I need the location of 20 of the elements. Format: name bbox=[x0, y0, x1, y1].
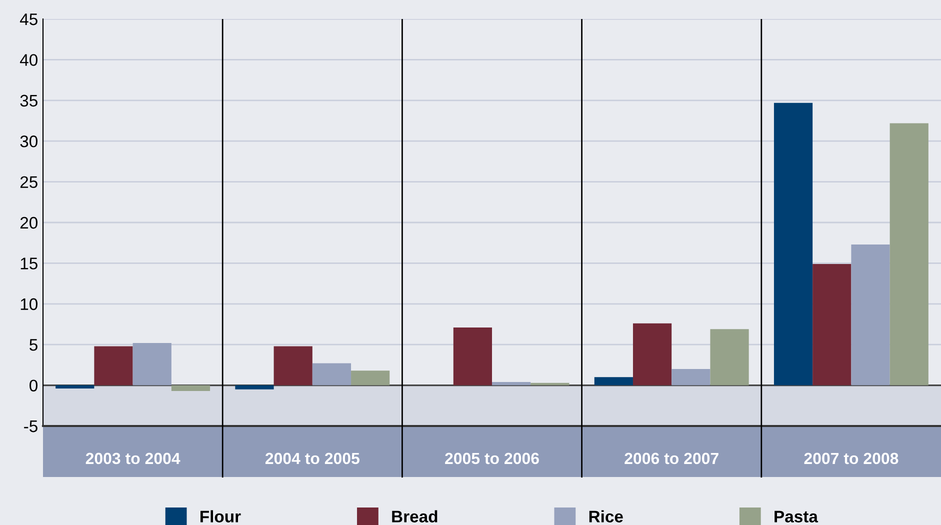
y-tick-label: 0 bbox=[30, 380, 38, 392]
y-tick-label: 20 bbox=[20, 216, 38, 229]
x-tick-label: 2006 to 2007 bbox=[624, 452, 718, 464]
y-tick-label: 25 bbox=[20, 176, 38, 188]
y-tick-label: 5 bbox=[30, 339, 38, 351]
y-tick-label: 45 bbox=[20, 14, 38, 26]
x-tick-label: 2005 to 2006 bbox=[445, 452, 539, 464]
legend-label: Flour bbox=[200, 510, 241, 522]
legend-label: Bread bbox=[392, 510, 438, 522]
x-tick-label: 2004 to 2005 bbox=[265, 452, 360, 464]
y-tick-label: 15 bbox=[20, 258, 38, 270]
y-tick-label: 30 bbox=[20, 136, 38, 148]
x-tick-label: 2007 to 2008 bbox=[804, 452, 898, 464]
y-tick-label: 40 bbox=[20, 54, 38, 66]
legend-label: Rice bbox=[589, 510, 623, 522]
y-tick-label: -5 bbox=[24, 420, 38, 432]
y-tick-label: 35 bbox=[20, 94, 38, 107]
x-tick-label: 2003 to 2004 bbox=[86, 452, 180, 464]
legend-label: Pasta bbox=[774, 510, 818, 522]
y-tick-label: 10 bbox=[20, 298, 38, 310]
